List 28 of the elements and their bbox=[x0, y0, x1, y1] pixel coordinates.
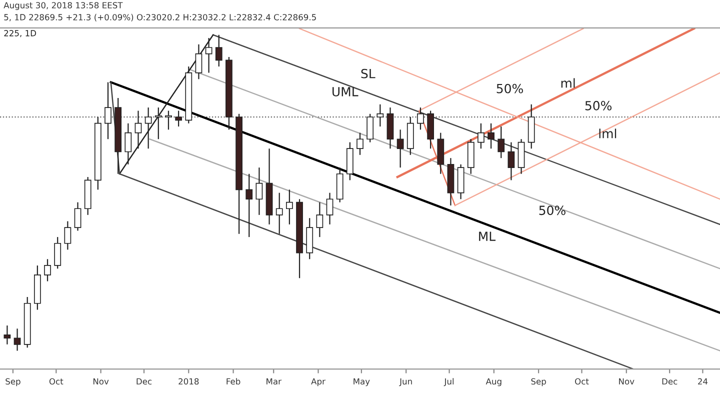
x-tick-label: Jul bbox=[444, 378, 454, 386]
x-tick-label: Feb bbox=[226, 378, 240, 385]
x-tick-label: 24 bbox=[698, 378, 708, 384]
x-tick-label: Oct bbox=[49, 378, 64, 385]
x-tick-label: Nov bbox=[619, 378, 634, 385]
x-tick-label: Sep bbox=[6, 378, 20, 386]
annotation: SL bbox=[361, 68, 376, 78]
x-tick-label: Dec bbox=[136, 378, 152, 385]
annotation: ML bbox=[479, 232, 496, 241]
annotation: UML bbox=[332, 87, 358, 96]
annotation: 50% bbox=[585, 100, 612, 110]
x-tick-label: Mar bbox=[266, 378, 282, 385]
annotation: 50% bbox=[539, 206, 566, 216]
x-tick-label: May bbox=[354, 378, 370, 386]
text: August 30, 2018 13:58 EEST bbox=[4, 2, 123, 10]
x-tick-label: Sep bbox=[531, 378, 546, 386]
x-tick-label: Apr bbox=[311, 378, 326, 386]
x-tick-label: 2018 bbox=[178, 378, 199, 385]
x-tick-label: Oct bbox=[575, 378, 589, 385]
annotation: ml bbox=[561, 78, 575, 88]
x-tick-label: Jun bbox=[399, 378, 412, 386]
chart-title: 225, 1D bbox=[4, 30, 36, 38]
x-tick-label: Dec bbox=[662, 378, 678, 385]
x-tick-label: Aug bbox=[486, 378, 502, 386]
annotation: lml bbox=[599, 128, 616, 138]
x-tick-label: Nov bbox=[93, 378, 109, 385]
annotation: 50% bbox=[496, 84, 523, 94]
text: 5, 1D 22869.5 +21.3 (+0.09%) O:23020.2 H:23032.2 L:22832.4 C:22869.5 bbox=[4, 14, 316, 22]
